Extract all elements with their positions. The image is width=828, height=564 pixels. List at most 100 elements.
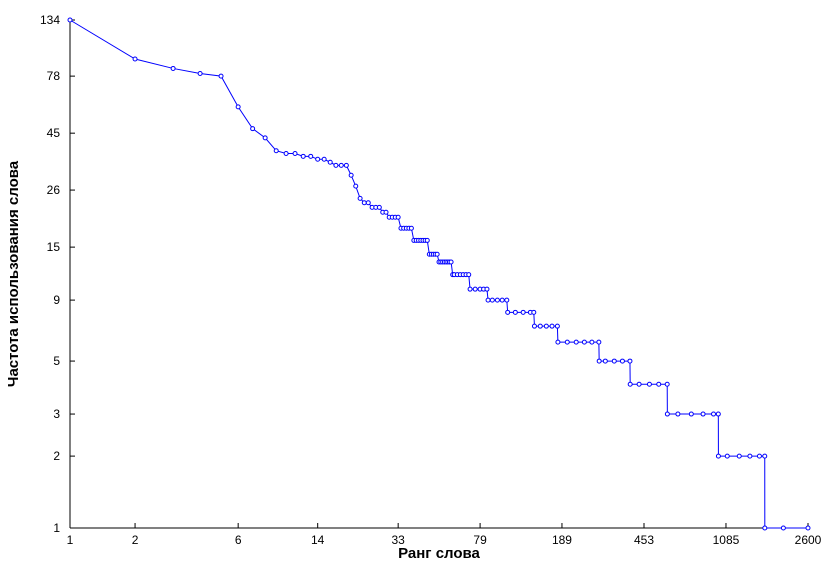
data-point [780, 525, 786, 531]
data-point [688, 411, 694, 417]
data-point [596, 358, 602, 364]
data-point [489, 297, 495, 303]
data-point [596, 339, 602, 345]
x-tick-label: 33 [391, 533, 405, 547]
data-point [273, 148, 279, 154]
data-point [197, 71, 203, 76]
data-point [308, 153, 314, 159]
data-point [283, 150, 289, 156]
data-point [537, 323, 543, 329]
data-point [357, 195, 363, 201]
data-point [619, 358, 625, 364]
data-point [353, 183, 359, 189]
data-point [395, 214, 401, 220]
y-tick-label: 2 [53, 449, 60, 463]
y-tick-label: 5 [53, 354, 60, 368]
data-point [549, 323, 555, 329]
data-point [361, 200, 367, 206]
data-point [711, 411, 717, 417]
data-point [736, 453, 742, 459]
y-tick-label: 134 [40, 13, 60, 27]
axes [69, 20, 808, 529]
data-point [555, 339, 561, 345]
data-point [424, 237, 430, 243]
x-tick-label: 453 [634, 533, 654, 547]
data-point [505, 309, 511, 315]
data-point [724, 453, 730, 459]
data-point [348, 172, 354, 178]
y-tick-label: 9 [53, 293, 60, 307]
data-point [581, 339, 587, 345]
data-point [218, 73, 224, 79]
data-point [315, 156, 321, 162]
data-point [484, 286, 490, 292]
y-axis-title: Частота использования слова [5, 160, 22, 387]
data-point [338, 162, 344, 168]
data-point [466, 272, 472, 278]
data-point [805, 525, 811, 531]
data-point [434, 251, 440, 257]
x-ticks: 1 2 6 14 33 79 189 453 1085 2600 [67, 523, 822, 547]
data-point [408, 225, 414, 231]
data-point [675, 411, 681, 417]
data-point [512, 309, 518, 315]
data-point [67, 17, 73, 23]
data-point [300, 153, 306, 159]
data-point [762, 453, 768, 459]
data-point [554, 323, 560, 329]
data-point [715, 411, 721, 417]
data-point [656, 381, 662, 387]
data-point [756, 453, 762, 459]
x-tick-label: 2 [132, 533, 139, 547]
data-point [343, 162, 349, 168]
data-point [664, 411, 670, 417]
data-point [376, 204, 382, 210]
data-point [646, 381, 652, 387]
data-point [504, 297, 510, 303]
data-point [132, 56, 138, 62]
data-point [611, 358, 617, 364]
x-tick-label: 1085 [713, 533, 740, 547]
data-point [383, 209, 389, 215]
y-ticks: 1 2 3 5 9 15 26 45 78 134 [40, 13, 75, 535]
y-tick-label: 26 [47, 183, 61, 197]
y-tick-label: 3 [53, 407, 60, 421]
data-point [365, 200, 371, 206]
data-point [543, 323, 549, 329]
data-point [602, 358, 608, 364]
y-tick-label: 78 [47, 69, 61, 83]
data-point [627, 381, 633, 387]
data-point [448, 259, 454, 265]
data-point [636, 381, 642, 387]
data-point [250, 126, 256, 132]
data-point [747, 453, 753, 459]
y-tick-label: 45 [47, 126, 61, 140]
x-tick-label: 1 [67, 533, 74, 547]
data-point [467, 286, 473, 292]
data-point [485, 297, 491, 303]
data-point [321, 156, 327, 162]
x-tick-label: 14 [311, 533, 325, 547]
data-point [494, 297, 500, 303]
data-point [664, 381, 670, 387]
x-axis-title: Ранг слова [398, 545, 480, 562]
data-point [715, 453, 721, 459]
data-point [472, 286, 478, 292]
data-point [292, 150, 298, 156]
data-point [531, 309, 537, 315]
x-tick-label: 2600 [795, 533, 822, 547]
series [67, 17, 811, 531]
data-point [531, 323, 537, 329]
y-tick-label: 15 [47, 240, 61, 254]
x-tick-label: 189 [552, 533, 572, 547]
y-tick-label: 1 [53, 521, 60, 535]
series-line [69, 19, 808, 529]
data-point [262, 135, 268, 141]
x-tick-label: 79 [473, 533, 487, 547]
data-point [235, 104, 241, 110]
data-point [520, 309, 526, 315]
data-point [333, 162, 339, 168]
data-point [327, 159, 333, 165]
data-point [627, 358, 633, 364]
